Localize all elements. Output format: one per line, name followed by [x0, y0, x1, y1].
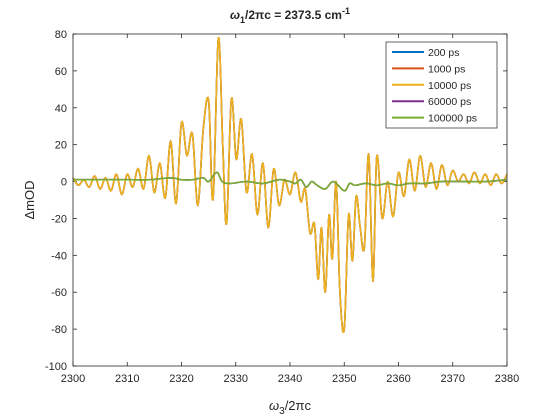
x-tick-label: 2360: [386, 373, 410, 385]
legend-label: 100000 ps: [428, 113, 477, 125]
y-tick-label: 40: [55, 103, 67, 115]
y-tick-label: -20: [51, 213, 67, 225]
legend-label: 10000 ps: [428, 80, 471, 92]
y-tick-label: -60: [51, 287, 67, 299]
chart-title-symbol: ω: [230, 8, 240, 22]
x-axis-label-text: /2πc: [285, 398, 312, 413]
legend-label: 60000 ps: [428, 96, 471, 108]
x-tick-label: 2370: [441, 373, 465, 385]
legend-label: 1000 ps: [428, 63, 465, 75]
y-tick-label: -100: [45, 361, 67, 373]
x-tick-label: 2340: [278, 373, 302, 385]
legend: 200 ps 1000 ps 10000 ps 60000 ps 100000 ps: [386, 42, 497, 128]
y-tick-label: 80: [55, 29, 67, 41]
y-tick-label: 0: [61, 177, 67, 189]
y-tick-label: -80: [51, 324, 67, 336]
x-tick-label: 2350: [332, 373, 356, 385]
x-tick-label: 2310: [115, 373, 139, 385]
chart-title-text: /2πc = 2373.5 cm: [245, 8, 342, 22]
y-tick-label: 20: [55, 140, 67, 152]
x-tick-label: 2300: [61, 373, 85, 385]
x-tick-label: 2320: [169, 373, 193, 385]
chart-title-superscript: -1: [342, 6, 350, 16]
x-axis-label-symbol: ω: [269, 398, 279, 413]
x-tick-label: 2380: [495, 373, 519, 385]
x-tick-label: 2330: [224, 373, 248, 385]
y-tick-label: 60: [55, 66, 67, 78]
y-axis-label: ΔmOD: [22, 180, 37, 219]
y-tick-label: -40: [51, 250, 67, 262]
legend-label: 200 ps: [428, 47, 460, 59]
